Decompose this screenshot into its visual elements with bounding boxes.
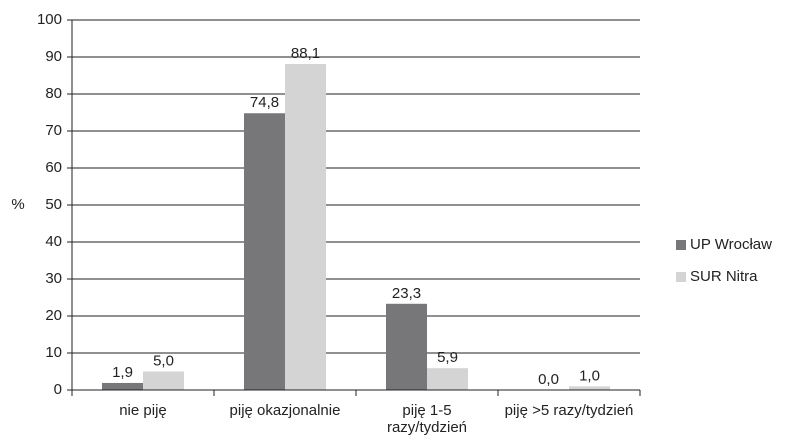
bar bbox=[569, 386, 610, 390]
y-tick-label: 70 bbox=[45, 122, 62, 139]
bar bbox=[244, 113, 285, 391]
legend-label: UP Wrocław bbox=[690, 236, 772, 253]
legend-label: SUR Nitra bbox=[690, 268, 758, 285]
x-tick-label: piję >5 razy/tydzień bbox=[504, 402, 634, 419]
data-label: 74,8 bbox=[250, 94, 279, 111]
data-label: 1,0 bbox=[579, 367, 600, 384]
y-tick-label: 40 bbox=[45, 233, 62, 250]
y-tick-label: 100 bbox=[37, 11, 62, 28]
data-label: 5,9 bbox=[437, 349, 458, 366]
bar bbox=[285, 64, 326, 390]
x-tick-label: nie piję bbox=[119, 402, 167, 419]
y-tick-label: 60 bbox=[45, 159, 62, 176]
legend-swatch bbox=[676, 272, 686, 282]
y-tick-label: 30 bbox=[45, 270, 62, 287]
y-tick-label: 0 bbox=[54, 381, 62, 398]
x-tick-label: piję okazjonalnie bbox=[229, 402, 341, 419]
y-axis-label: % bbox=[11, 196, 24, 213]
bar bbox=[427, 368, 468, 390]
y-tick-label: 90 bbox=[45, 48, 62, 65]
data-label: 88,1 bbox=[291, 45, 320, 62]
data-label: 0,0 bbox=[538, 371, 559, 388]
data-label: 1,9 bbox=[112, 364, 133, 381]
y-tick-label: 10 bbox=[45, 344, 62, 361]
y-tick-label: 20 bbox=[45, 307, 62, 324]
bar bbox=[386, 303, 427, 390]
bar bbox=[143, 371, 184, 390]
x-tick-label: piję 1-5 razy/tydzień bbox=[386, 402, 468, 436]
bar bbox=[102, 382, 143, 390]
legend-swatch bbox=[676, 240, 686, 250]
y-tick-label: 50 bbox=[45, 196, 62, 213]
data-label: 23,3 bbox=[392, 285, 421, 302]
y-tick-label: 80 bbox=[45, 85, 62, 102]
data-label: 5,0 bbox=[153, 352, 174, 369]
